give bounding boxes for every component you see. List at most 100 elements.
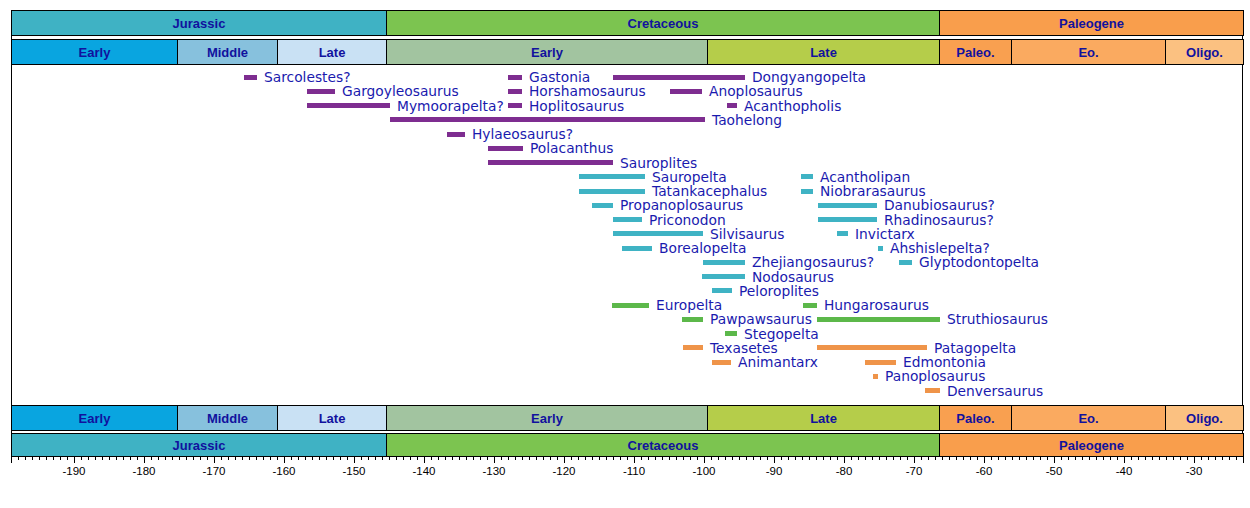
taxon-bar-struthiosaurus <box>817 317 940 322</box>
axis-major-tick <box>74 457 75 463</box>
axis-minor-tick <box>452 457 453 460</box>
axis-minor-tick <box>690 457 691 460</box>
axis-minor-tick <box>1138 457 1139 460</box>
axis-minor-tick <box>627 457 628 460</box>
axis-minor-tick <box>837 457 838 460</box>
band-label: Cretaceous <box>628 16 699 31</box>
period-top-jurassic: Jurassic <box>11 10 387 36</box>
axis-minor-tick <box>417 457 418 460</box>
axis-minor-tick <box>1166 457 1167 460</box>
axis-minor-tick <box>1082 457 1083 460</box>
epoch-bottom-early: Early <box>386 405 708 431</box>
epoch-top-early: Early <box>386 39 708 65</box>
axis-minor-tick <box>39 457 40 460</box>
axis-minor-tick <box>487 457 488 460</box>
axis-tick-label: -80 <box>836 465 853 477</box>
axis-minor-tick <box>1215 457 1216 460</box>
band-label: Early <box>531 45 563 60</box>
axis-minor-tick <box>1201 457 1202 460</box>
axis-minor-tick <box>466 457 467 460</box>
axis-major-tick <box>11 457 12 463</box>
taxon-bar-animantarx <box>712 360 731 365</box>
band-label: Early <box>531 411 563 426</box>
taxon-bar-polacanthus <box>488 146 523 151</box>
axis-minor-tick <box>235 457 236 460</box>
epoch-top-paleo: Paleo. <box>939 39 1012 65</box>
axis-minor-tick <box>95 457 96 460</box>
axis-minor-tick <box>858 457 859 460</box>
band-label: Late <box>319 411 346 426</box>
axis-minor-tick <box>1236 457 1237 460</box>
axis-minor-tick <box>970 457 971 460</box>
axis-minor-tick <box>585 457 586 460</box>
axis-minor-tick <box>326 457 327 460</box>
epoch-top-late: Late <box>707 39 940 65</box>
axis-major-tick <box>1124 457 1125 463</box>
taxon-bar-priconodon <box>613 217 642 222</box>
axis-major-tick <box>214 457 215 463</box>
taxon-bar-sauroplites <box>488 160 613 165</box>
axis-minor-tick <box>746 457 747 460</box>
taxon-bar-sarcolestes <box>244 75 257 80</box>
epoch-bottom-middle: Middle <box>177 405 278 431</box>
axis-major-tick <box>1054 457 1055 463</box>
axis-minor-tick <box>361 457 362 460</box>
band-label: Early <box>79 411 111 426</box>
axis-minor-tick <box>109 457 110 460</box>
axis-minor-tick <box>151 457 152 460</box>
axis-major-tick <box>424 457 425 463</box>
axis-minor-tick <box>270 457 271 460</box>
axis-minor-tick <box>942 457 943 460</box>
taxon-label-taohelong: Taohelong <box>712 111 782 129</box>
axis-minor-tick <box>928 457 929 460</box>
band-label: Eo. <box>1078 411 1098 426</box>
axis-tick-label: -60 <box>976 465 993 477</box>
epoch-top-late: Late <box>277 39 387 65</box>
taxon-bar-peloroplites <box>712 288 732 293</box>
axis-minor-tick <box>158 457 159 460</box>
axis-minor-tick <box>1173 457 1174 460</box>
axis-minor-tick <box>116 457 117 460</box>
period-top-paleogene: Paleogene <box>939 10 1244 36</box>
axis-minor-tick <box>676 457 677 460</box>
band-label: Cretaceous <box>628 438 699 453</box>
axis-minor-tick <box>648 457 649 460</box>
band-label: Late <box>810 45 837 60</box>
taxon-bar-hungarosaurus <box>803 303 817 308</box>
taxon-bar-hylaeosaurus <box>447 132 465 137</box>
axis-minor-tick <box>1068 457 1069 460</box>
axis-minor-tick <box>991 457 992 460</box>
period-bottom-paleogene: Paleogene <box>939 433 1244 457</box>
taxon-bar-propanoplosaurus <box>592 203 613 208</box>
taxon-label-polacanthus: Polacanthus <box>530 139 613 157</box>
axis-minor-tick <box>816 457 817 460</box>
axis-minor-tick <box>753 457 754 460</box>
axis-major-tick <box>564 457 565 463</box>
band-label: Paleogene <box>1059 438 1124 453</box>
axis-minor-tick <box>25 457 26 460</box>
taxon-bar-patagopelta <box>817 345 927 350</box>
axis-minor-tick <box>865 457 866 460</box>
axis-minor-tick <box>802 457 803 460</box>
band-label: Jurassic <box>173 438 226 453</box>
taxon-bar-stegopelta <box>725 331 737 336</box>
axis-tick-label: -90 <box>766 465 783 477</box>
axis-tick-label: -100 <box>692 465 715 477</box>
axis-minor-tick <box>508 457 509 460</box>
axis-minor-tick <box>473 457 474 460</box>
axis-minor-tick <box>578 457 579 460</box>
axis-minor-tick <box>137 457 138 460</box>
axis-minor-tick <box>921 457 922 460</box>
taxon-label-glyptodontopelta: Glyptodontopelta <box>919 253 1039 271</box>
axis-minor-tick <box>480 457 481 460</box>
axis-minor-tick <box>1159 457 1160 460</box>
axis-tick-label: -180 <box>132 465 155 477</box>
axis-minor-tick <box>249 457 250 460</box>
axis-minor-tick <box>88 457 89 460</box>
axis-minor-tick <box>683 457 684 460</box>
axis-minor-tick <box>389 457 390 460</box>
axis-minor-tick <box>193 457 194 460</box>
taxon-bar-acanthopholis <box>727 103 737 108</box>
taxon-bar-ahshislepelta <box>878 246 883 251</box>
band-label: Eo. <box>1078 45 1098 60</box>
